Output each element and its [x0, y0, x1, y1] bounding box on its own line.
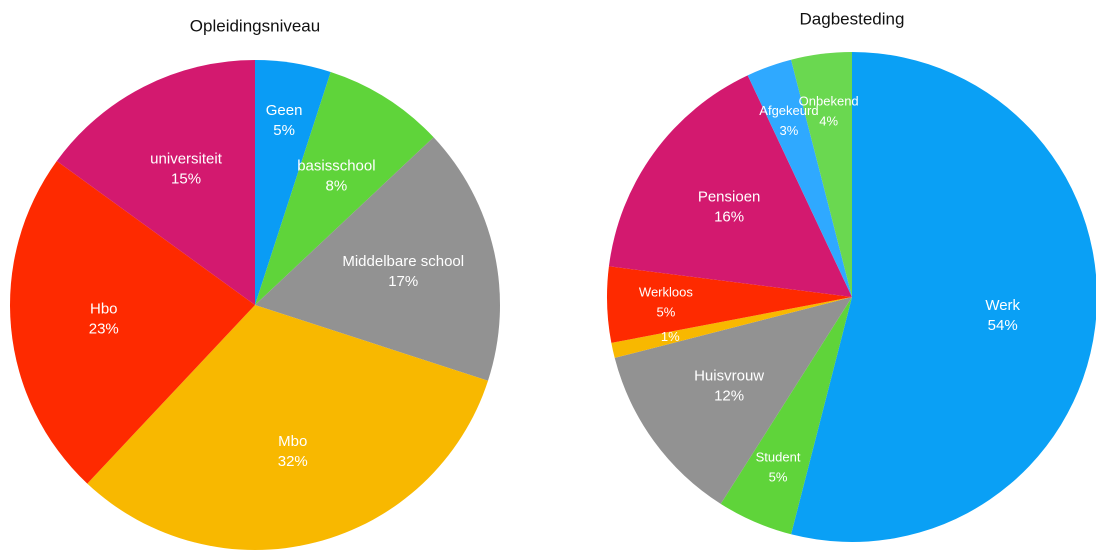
- slice-value-label: 54%: [988, 317, 1018, 334]
- chart-title: Dagbesteding: [800, 9, 905, 28]
- pie-slice: [9, 160, 255, 484]
- slice-name: Student: [756, 449, 801, 464]
- slice-value-label: 12%: [714, 387, 744, 404]
- slice-name: Pensioen: [698, 189, 761, 206]
- slice-name: Geen: [266, 102, 303, 119]
- slice-value-label: 3%: [780, 123, 799, 138]
- pie-slice: [747, 59, 852, 297]
- chart-title: Opleidingsniveau: [190, 16, 320, 35]
- slice-value-label: 5%: [769, 469, 788, 484]
- slice-name: Afgekeurd: [759, 103, 818, 118]
- slice-name: Werkloos: [639, 284, 693, 299]
- slice-value-label: 8%: [326, 178, 348, 195]
- slice-value-label: 32%: [278, 453, 308, 470]
- slice-name: Huisvrouw: [694, 367, 764, 384]
- slice-value-label: 1%: [661, 329, 680, 344]
- pie-slice: [611, 297, 852, 358]
- pie-slice: [87, 305, 489, 550]
- pie-slice: [791, 52, 852, 297]
- pie-slice: [720, 297, 852, 535]
- slice-value-label: 5%: [656, 304, 675, 319]
- slice-name: universiteit: [150, 151, 223, 168]
- slice-name: basisschool: [297, 158, 375, 175]
- slice-name: Werk: [985, 297, 1020, 314]
- slice-name: Mbo: [278, 433, 307, 450]
- slice-value-label: 23%: [89, 320, 119, 337]
- slice-value-label: 5%: [273, 122, 295, 139]
- pie-slice: [791, 52, 1096, 542]
- slice-value-label: 17%: [388, 273, 418, 290]
- slice-name: Hbo: [90, 300, 118, 317]
- slice-value-label: 16%: [714, 209, 744, 226]
- slice-name: Middelbare school: [342, 253, 464, 270]
- pie-slice: [614, 297, 852, 504]
- slice-value-label: 4%: [819, 114, 838, 129]
- pie-slice: [56, 60, 256, 305]
- pie-slice: [255, 60, 331, 305]
- pie-slice: [606, 266, 852, 343]
- pie-slice: [608, 75, 852, 297]
- slice-value-label: 15%: [171, 171, 201, 188]
- pie-slice: [255, 71, 434, 305]
- pie-slice: [255, 137, 500, 381]
- slice-name: Onbekend: [799, 94, 859, 109]
